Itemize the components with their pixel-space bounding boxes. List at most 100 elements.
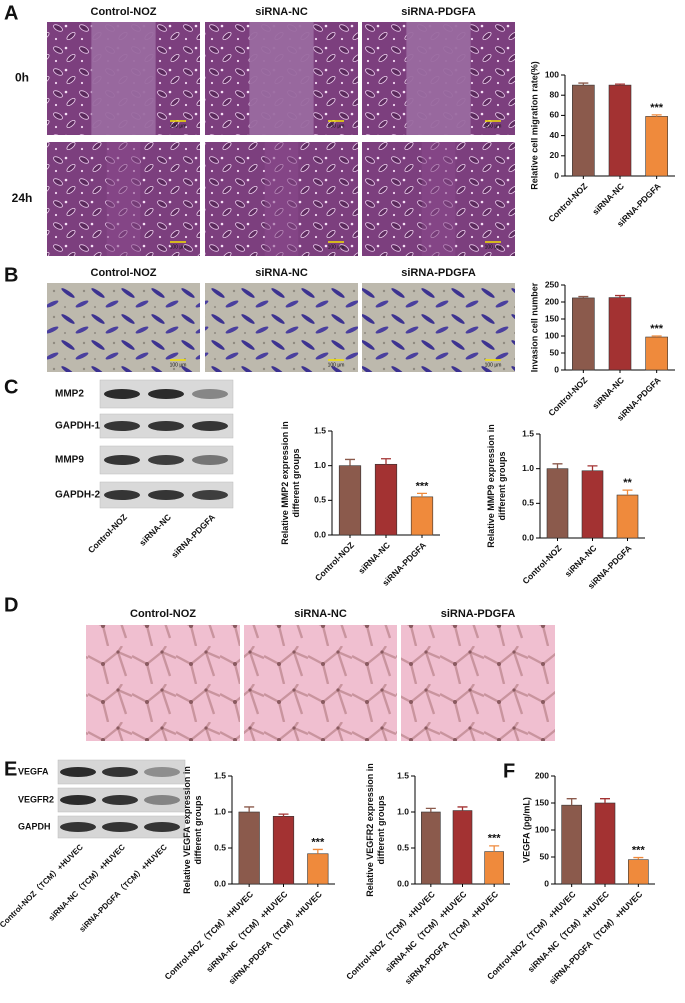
error-bar: [381, 458, 391, 465]
scale-bar-label: 100 μm: [485, 123, 502, 129]
y-tick-label: 1.5: [522, 428, 534, 438]
y-tick-label: 200: [545, 296, 559, 306]
bar: [410, 496, 434, 536]
micrograph: [86, 625, 240, 741]
column-label: siRNA-NC: [294, 608, 347, 620]
bar: [628, 859, 649, 885]
micrograph: [401, 625, 555, 741]
blot-band: [60, 795, 96, 805]
blot-band: [104, 490, 140, 500]
blot-band: [192, 455, 228, 465]
panel-letter: A: [4, 2, 18, 24]
column-label: Control-NOZ: [91, 267, 157, 279]
error-bar: [552, 463, 563, 469]
y-tick-label: 100: [535, 824, 549, 834]
y-tick-label: 50: [550, 347, 560, 357]
blot-column-label: Control-NOZ（TCM）+HUVEC: [0, 842, 85, 930]
error-bar: [615, 294, 625, 298]
wound-area: [406, 22, 471, 135]
bar: [594, 802, 616, 885]
column-label: siRNA-PDGFA: [401, 267, 476, 279]
error-bar: [425, 807, 436, 812]
blot-band: [144, 795, 180, 805]
y-tick-label: 250: [545, 279, 559, 289]
row-label: 24h: [12, 191, 33, 205]
bar: [484, 851, 504, 885]
scale-bar-label: 100 μm: [485, 362, 502, 368]
blot-band: [102, 795, 138, 805]
blot-row-label: MMP2: [55, 389, 84, 400]
blot-band: [148, 490, 184, 500]
blot-row-label: GAPDH-2: [55, 490, 100, 501]
blot-band: [148, 455, 184, 465]
error-bar: [578, 82, 589, 86]
significance: **: [623, 477, 632, 489]
y-axis-title: different groups: [497, 452, 507, 521]
y-tick-label: 40: [550, 130, 560, 140]
bar: [272, 816, 295, 885]
scale-bar-label: 100 μm: [328, 244, 345, 250]
blot-band: [192, 389, 228, 399]
error-bar: [615, 83, 625, 86]
x-tick-label: siRNA-NC: [590, 181, 626, 217]
significance: ***: [488, 833, 502, 845]
y-tick-label: 20: [550, 150, 560, 160]
error-bar: [489, 845, 500, 852]
column-label: siRNA-NC: [255, 267, 308, 279]
bar: [645, 336, 668, 371]
y-tick-label: 60: [550, 110, 560, 120]
x-tick-label: Control-NOZ: [546, 181, 589, 224]
micrograph: [244, 625, 397, 741]
error-bar: [633, 856, 644, 860]
y-axis-title: Relative MMP2 expression in: [280, 421, 290, 545]
blot-row-label: GAPDH-1: [55, 421, 100, 432]
scale-bar-label: 100 μm: [328, 123, 345, 129]
row-label: 0h: [15, 71, 29, 85]
bar: [572, 297, 595, 371]
error-bar: [457, 806, 468, 811]
wound-area: [249, 22, 314, 135]
y-tick-label: 1.0: [314, 460, 326, 470]
blot-band: [60, 822, 96, 832]
micrograph: [47, 283, 200, 372]
y-tick-label: 1.0: [522, 463, 534, 473]
bar: [546, 468, 569, 539]
y-axis-title: VEGFA (pg/mL): [521, 797, 531, 863]
error-bar: [622, 489, 633, 496]
y-tick-label: 80: [550, 89, 560, 99]
significance: ***: [311, 836, 325, 848]
panel-letter: C: [4, 376, 18, 398]
blot-column-label: siRNA-PDGFA: [169, 512, 217, 560]
error-bar: [278, 813, 289, 817]
error-bar: [345, 458, 355, 466]
bar: [581, 470, 604, 539]
blot-column-label: siRNA-PDGFA（TCM）+HUVEC: [77, 842, 169, 934]
y-tick-label: 0: [554, 364, 559, 374]
column-label: siRNA-PDGFA: [401, 6, 476, 18]
x-tick-label: siRNA-NC: [590, 375, 626, 411]
y-tick-label: 100: [545, 69, 559, 79]
panel-letter: D: [4, 594, 18, 616]
bar: [238, 811, 260, 885]
y-tick-label: 0.0: [314, 529, 326, 539]
significance: ***: [650, 323, 664, 335]
error-bar: [578, 295, 589, 298]
blot-band: [104, 389, 140, 399]
panel-letter: E: [4, 758, 17, 780]
y-axis-title: Relative MMP9 expression in: [486, 424, 496, 548]
scale-bar-label: 100 μm: [170, 362, 187, 368]
micrograph: [205, 283, 358, 372]
y-tick-label: 0: [544, 878, 549, 888]
x-tick-label: siRNA-NC: [356, 540, 392, 576]
error-bar: [244, 806, 255, 812]
y-tick-label: 0.5: [397, 842, 409, 852]
error-bar: [600, 798, 610, 803]
panel-letter: F: [503, 760, 515, 782]
blot-band: [144, 822, 180, 832]
y-tick-label: 0: [554, 170, 559, 180]
wound-area: [91, 22, 156, 135]
y-tick-label: 0.5: [214, 842, 226, 852]
bar: [572, 84, 595, 177]
